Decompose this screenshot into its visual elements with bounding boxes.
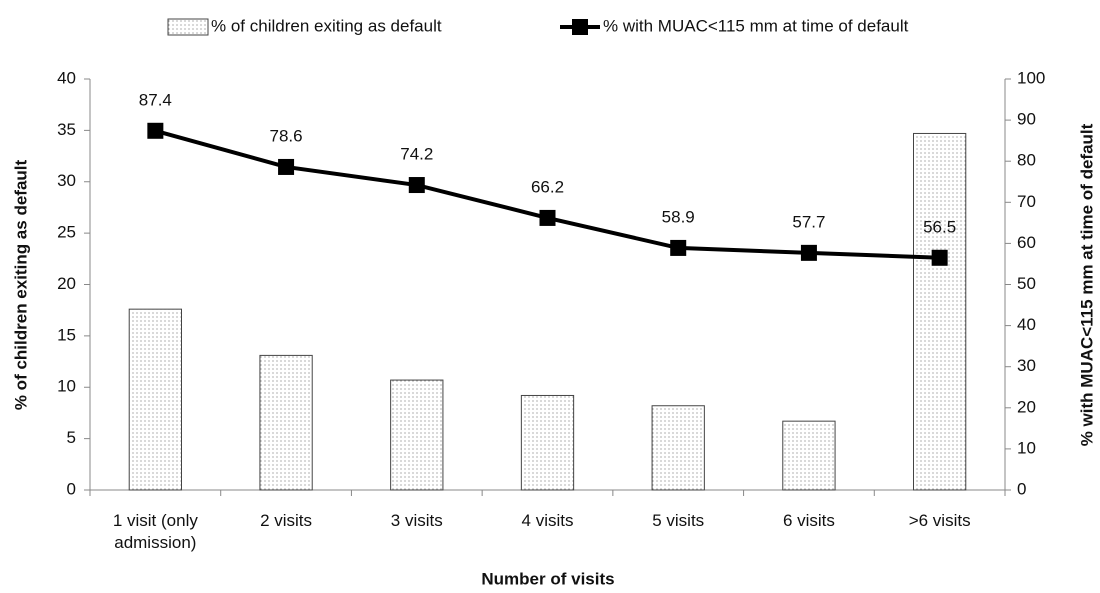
y-tick-label: 15: [57, 325, 76, 344]
legend-label: % with MUAC<115 mm at time of default: [603, 16, 909, 35]
y-tick-label: 5: [67, 428, 76, 447]
y2-tick-label: 70: [1017, 192, 1036, 211]
y2-tick-label: 20: [1017, 397, 1036, 416]
marker: [800, 244, 817, 261]
x-tick-label: 4 visits: [521, 511, 574, 530]
y-tick-label: 30: [57, 171, 76, 190]
bar: [390, 379, 444, 491]
x-tick-label: 6 visits: [782, 511, 835, 530]
y2-tick-label: 90: [1017, 110, 1036, 129]
y2-tick-label: 80: [1017, 151, 1036, 170]
y-tick-label: 20: [57, 274, 76, 293]
bar: [651, 405, 705, 491]
bar: [259, 354, 313, 491]
marker: [670, 239, 687, 256]
legend-swatch: [167, 18, 209, 36]
x-tick-label: 1 visit (only admission): [112, 511, 198, 552]
y2-axis-title: % with MUAC<115 mm at time of default: [1077, 123, 1096, 446]
x-axis-title: Number of visits: [481, 569, 614, 588]
y2-tick-label: 0: [1017, 479, 1026, 498]
marker: [278, 158, 295, 175]
y2-tick-label: 40: [1017, 315, 1036, 334]
bar: [520, 394, 575, 491]
y-axis-title: % of children exiting as default: [11, 160, 30, 411]
x-tick-label: 5 visits: [652, 511, 705, 530]
y2-tick-label: 30: [1017, 356, 1036, 375]
bar: [128, 308, 182, 491]
marker: [931, 249, 948, 266]
y2-tick-label: 100: [1017, 68, 1045, 87]
y-tick-label: 25: [57, 223, 76, 242]
data-label: 57.7: [792, 212, 825, 231]
x-tick-label: >6 visits: [908, 511, 971, 530]
marker: [408, 177, 425, 194]
legend-label: % of children exiting as default: [211, 16, 442, 35]
y-tick-label: 35: [57, 120, 76, 139]
data-label: 87.4: [139, 90, 172, 109]
bar: [913, 132, 967, 491]
legend-swatch: [572, 19, 588, 35]
bar: [782, 420, 836, 491]
data-label: 78.6: [270, 126, 303, 145]
x-tick-label: 3 visits: [390, 511, 443, 530]
data-label: 66.2: [531, 177, 564, 196]
y2-tick-label: 10: [1017, 438, 1036, 457]
y-tick-label: 40: [57, 68, 76, 87]
y2-tick-label: 50: [1017, 274, 1036, 293]
data-label: 58.9: [662, 207, 695, 226]
y2-tick-label: 60: [1017, 233, 1036, 252]
data-label: 56.5: [923, 217, 956, 236]
x-tick-label: 2 visits: [260, 511, 313, 530]
y-tick-label: 0: [67, 479, 76, 498]
marker: [147, 122, 164, 139]
marker: [539, 209, 556, 226]
data-label: 74.2: [400, 145, 433, 164]
y-tick-label: 10: [57, 377, 76, 396]
